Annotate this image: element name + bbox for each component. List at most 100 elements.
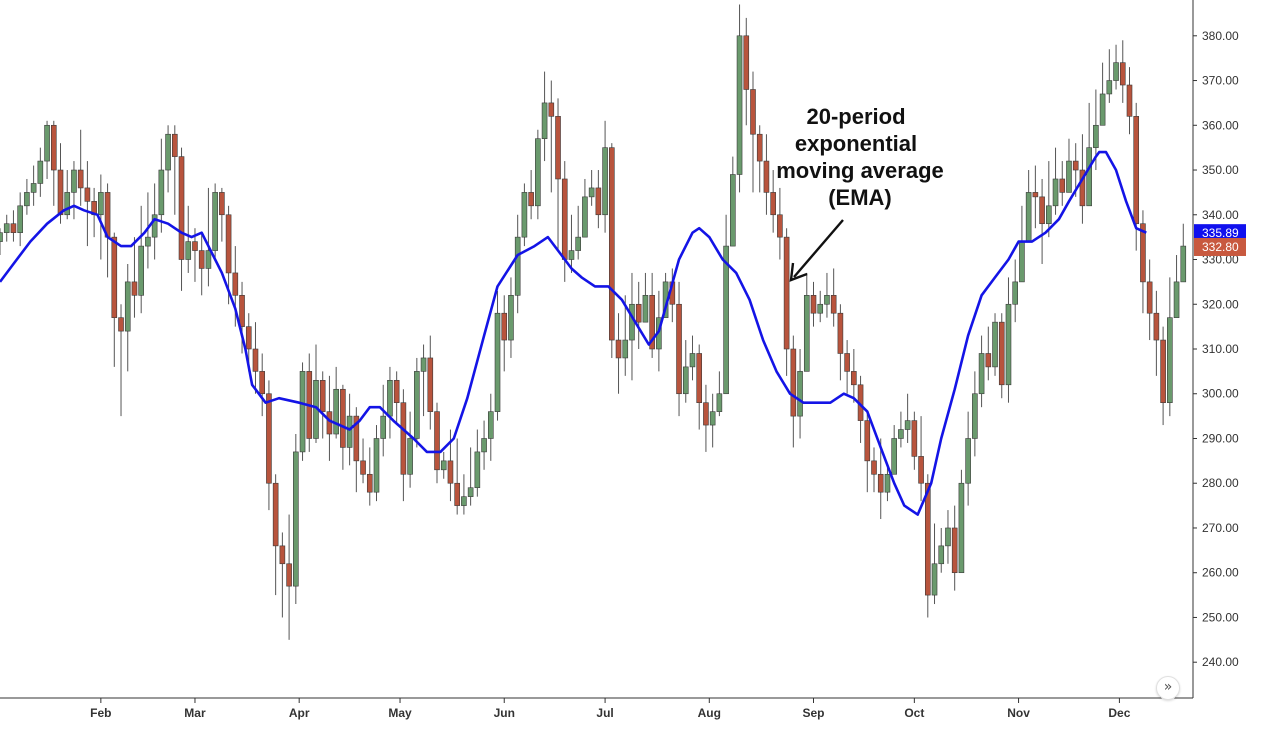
candle-body — [1032, 192, 1039, 198]
candle — [649, 272, 655, 358]
price-tag-ema: 335.89 — [1194, 224, 1246, 243]
candle — [582, 178, 588, 238]
x-tick-label: Sep — [802, 706, 824, 720]
candle-body — [1046, 205, 1052, 225]
candle-body — [212, 192, 218, 251]
candle — [1066, 138, 1072, 193]
candle-body — [622, 339, 629, 359]
candle — [131, 237, 138, 318]
candle — [985, 326, 992, 381]
candle-body — [326, 411, 333, 435]
candle-body — [3, 223, 10, 233]
candle — [837, 304, 844, 381]
candle-body — [454, 482, 460, 506]
x-tick-label: Jun — [494, 706, 515, 720]
candle-body — [71, 169, 77, 193]
candle-body — [864, 420, 871, 462]
candle — [158, 138, 165, 233]
candle — [723, 214, 729, 395]
y-tick-label: 330.00 — [1202, 253, 1239, 267]
candle-body — [595, 187, 602, 216]
candle — [1086, 102, 1092, 207]
y-tick-label: 370.00 — [1202, 74, 1239, 88]
annotation-line-2: exponential — [795, 131, 917, 156]
candle-body — [279, 545, 286, 565]
candle — [30, 165, 37, 206]
candle — [239, 281, 245, 354]
candle-body — [165, 133, 171, 171]
candle — [313, 344, 319, 443]
candle-body — [649, 295, 655, 350]
candle-body — [575, 236, 581, 251]
candle-body — [1019, 241, 1025, 283]
candle — [333, 366, 339, 439]
candle-body — [77, 169, 84, 189]
candle — [1160, 326, 1166, 426]
candle — [911, 411, 918, 470]
y-tick-label: 270.00 — [1202, 521, 1239, 535]
candle-body — [1113, 62, 1119, 81]
candle-body — [716, 393, 723, 412]
candle — [145, 192, 151, 269]
candle — [299, 362, 306, 461]
candle-body — [635, 303, 642, 323]
candle — [393, 371, 400, 426]
candle-body — [676, 303, 682, 395]
candle — [1146, 259, 1153, 341]
y-tick-label: 380.00 — [1202, 29, 1239, 43]
candle-body — [414, 371, 420, 439]
candle — [1180, 223, 1187, 283]
candle — [467, 447, 474, 506]
x-axis-ticks: Feb Mar Apr May Jun Jul Aug Sep Oct Nov Dec — [90, 698, 1131, 720]
candle — [1126, 67, 1133, 135]
candle-body — [1052, 178, 1059, 207]
candle — [642, 272, 649, 323]
candle — [877, 438, 884, 520]
candle — [992, 313, 998, 376]
candle-body — [232, 272, 239, 296]
candle-body — [561, 178, 568, 260]
candle — [98, 174, 104, 260]
candle — [1032, 165, 1039, 229]
candle — [770, 170, 776, 233]
candle-body — [555, 116, 561, 180]
candle-body — [138, 245, 144, 296]
candle — [454, 438, 460, 515]
y-tick-label: 340.00 — [1202, 208, 1239, 222]
candle — [387, 366, 393, 439]
candle-body — [965, 438, 971, 484]
candle — [945, 510, 951, 564]
candle-body — [642, 295, 649, 323]
candle — [938, 527, 945, 573]
candle — [380, 384, 387, 457]
y-tick-label: 290.00 — [1202, 431, 1239, 445]
candle-body — [24, 192, 30, 207]
candle — [494, 290, 501, 421]
candle-body — [360, 460, 366, 475]
candle-body — [467, 487, 474, 497]
candle — [1099, 62, 1106, 126]
candle — [682, 340, 689, 403]
candle-body — [420, 357, 427, 372]
candle — [319, 371, 326, 439]
candle-body — [884, 473, 891, 493]
candle — [1059, 161, 1066, 206]
candle — [151, 183, 158, 260]
scroll-to-latest-button[interactable]: » — [1156, 676, 1180, 700]
x-tick-label: Apr — [289, 706, 310, 720]
candle — [172, 125, 178, 215]
candle-body — [1173, 281, 1180, 318]
candle-body — [891, 438, 897, 475]
candle-body — [380, 415, 387, 439]
candle-body — [124, 281, 131, 332]
candle — [10, 210, 17, 242]
candle — [898, 411, 904, 448]
candle — [252, 322, 259, 394]
candle — [1113, 44, 1119, 90]
candle-body — [877, 473, 884, 493]
candle-body — [501, 312, 508, 341]
candle-body — [400, 402, 407, 475]
x-tick-label: Dec — [1108, 706, 1130, 720]
candle-body — [219, 192, 225, 216]
candle-body — [911, 420, 918, 457]
